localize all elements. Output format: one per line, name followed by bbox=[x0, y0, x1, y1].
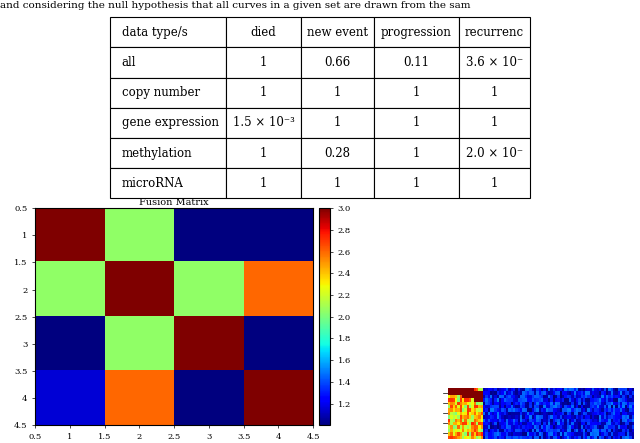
Title: Fusion Matrix: Fusion Matrix bbox=[140, 198, 209, 207]
Text: and considering the null hypothesis that all curves in a given set are drawn fro: and considering the null hypothesis that… bbox=[0, 1, 470, 10]
